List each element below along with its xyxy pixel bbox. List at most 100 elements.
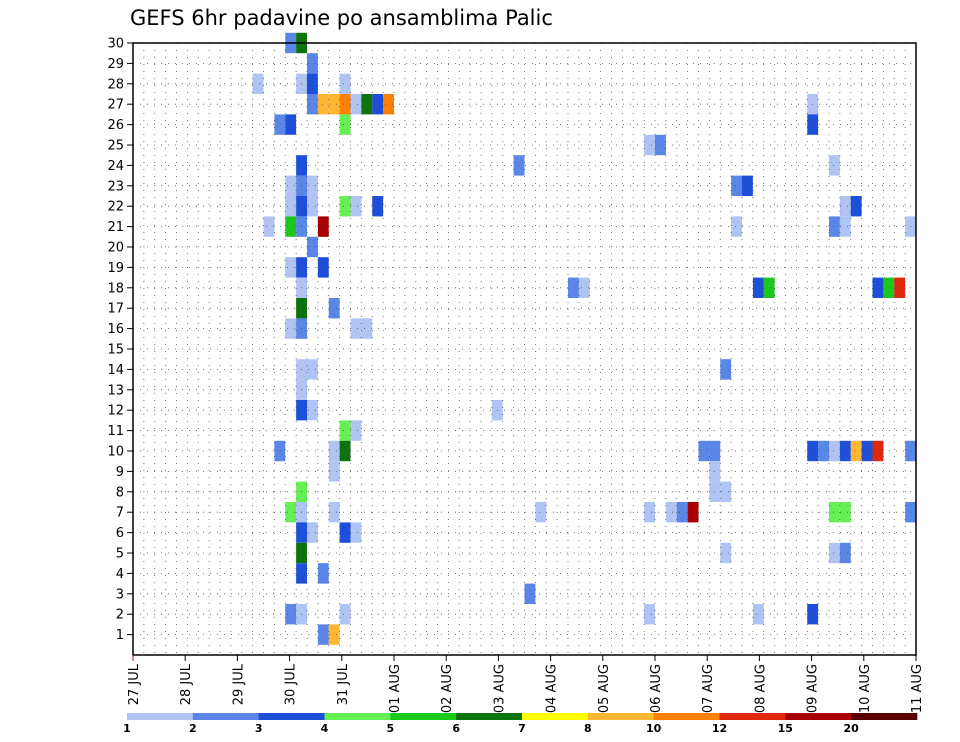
heatmap-cell (350, 420, 362, 441)
y-tick-label: 21 (107, 220, 124, 235)
heatmap-cell (285, 604, 297, 625)
heatmap-cell (307, 73, 318, 94)
heatmap-cell (839, 542, 851, 564)
y-tick-label: 27 (107, 98, 124, 113)
heatmap-cell (850, 196, 862, 217)
y-tick-label: 1 (116, 628, 124, 643)
heatmap-cell (285, 502, 297, 523)
y-tick-label: 25 (107, 139, 124, 154)
heatmap-cell (720, 542, 732, 564)
y-tick-label: 23 (107, 179, 124, 194)
x-tick-label: 31 JUL (336, 663, 351, 705)
heatmap-cell (339, 420, 351, 441)
x-tick-label: 04 AUG (545, 664, 560, 713)
heatmap-cell (361, 94, 373, 115)
heatmap-cell (655, 134, 666, 156)
y-tick-label: 17 (107, 302, 124, 317)
heatmap-cell (763, 277, 775, 298)
heatmap-cell (839, 502, 851, 523)
heatmap-cells (252, 32, 917, 645)
heatmap-cell (894, 277, 906, 298)
heatmap-cell (317, 257, 329, 278)
x-tick-label: 30 JUL (284, 663, 299, 705)
heatmap-cell (339, 114, 351, 135)
color-scale-segment (192, 713, 259, 720)
heatmap-cell (742, 175, 753, 196)
color-scale-label: 1 (123, 722, 131, 735)
heatmap-cell (317, 94, 329, 115)
color-scale-label: 6 (452, 722, 461, 735)
x-tick-label: 06 AUG (649, 664, 664, 713)
color-scale-label: 8 (583, 722, 592, 735)
y-tick-label: 6 (116, 526, 124, 541)
y-tick-label: 15 (107, 343, 124, 358)
heatmap-cell (274, 114, 286, 135)
heatmap-cell (307, 359, 318, 380)
x-tick-label: 02 AUG (440, 664, 455, 713)
y-tick-label: 26 (107, 118, 124, 133)
y-tick-label: 3 (116, 587, 124, 602)
x-tick-label: 03 AUG (492, 664, 507, 713)
color-scale-segment (719, 713, 786, 720)
heatmap-cell (339, 196, 351, 217)
x-tick-label: 07 AUG (701, 664, 716, 713)
heatmap-cell (274, 440, 286, 462)
y-tick-label: 29 (107, 57, 124, 72)
color-scale-label: 15 (777, 722, 793, 735)
color-scale-segment (785, 713, 852, 720)
heatmap-cell (328, 502, 340, 523)
x-tick-label: 01 AUG (388, 664, 403, 713)
y-tick-label: 19 (107, 261, 124, 276)
y-tick-label: 5 (116, 547, 124, 562)
color-scale-segment (587, 713, 654, 720)
y-tick-label: 2 (116, 608, 124, 623)
heatmap-cell (307, 196, 318, 217)
heatmap-cell (850, 440, 862, 462)
heatmap-cell (676, 502, 688, 523)
heatmap-cell (731, 175, 743, 196)
heatmap-cell (317, 624, 329, 645)
heatmap-cell (665, 502, 677, 523)
heatmap-cell (285, 216, 297, 237)
y-tick-label: 8 (116, 485, 124, 500)
heatmap-cell (752, 277, 764, 298)
heatmap-cell (578, 277, 590, 298)
y-tick-label: 30 (107, 37, 124, 52)
heatmap-cell (328, 624, 340, 645)
heatmap-cell (372, 94, 384, 115)
grid-lines (133, 42, 916, 655)
heatmap-cell (720, 359, 732, 380)
heatmap-cell (644, 604, 656, 625)
heatmap-cell (383, 94, 395, 115)
x-tick-label: 27 JUL (127, 663, 142, 705)
heatmap-cell (328, 298, 340, 319)
x-tick-label: 09 AUG (806, 664, 821, 713)
heatmap-cell (263, 216, 275, 237)
y-tick-label: 16 (107, 322, 124, 337)
heatmap-cell (372, 196, 384, 217)
y-tick-label: 22 (107, 200, 124, 215)
heatmap-cell (285, 318, 297, 339)
color-scale-label: 3 (254, 722, 263, 735)
y-tick-label: 11 (107, 424, 124, 439)
heatmap-cell (839, 440, 851, 462)
heatmap-cell (307, 522, 318, 543)
x-tick-label: 29 JUL (231, 663, 246, 705)
y-tick-label: 24 (107, 159, 124, 174)
color-scale-segment (456, 713, 523, 720)
heatmap-cell (818, 440, 830, 462)
color-scale-label: 5 (386, 722, 395, 735)
heatmap-cell (872, 277, 884, 298)
heatmap-cell (328, 440, 340, 462)
x-tick-label: 11 AUG (910, 664, 925, 713)
color-scale-segment (653, 713, 720, 720)
heatmap-cell (317, 563, 329, 584)
heatmap-cell (698, 440, 710, 462)
heatmap-cell (328, 94, 340, 115)
heatmap-cell (350, 196, 362, 217)
heatmap-cell (339, 94, 351, 115)
color-scale-label: 2 (188, 722, 197, 735)
heatmap-cell (307, 400, 318, 421)
heatmap-cell (568, 277, 579, 298)
heatmap-cell (307, 94, 318, 115)
